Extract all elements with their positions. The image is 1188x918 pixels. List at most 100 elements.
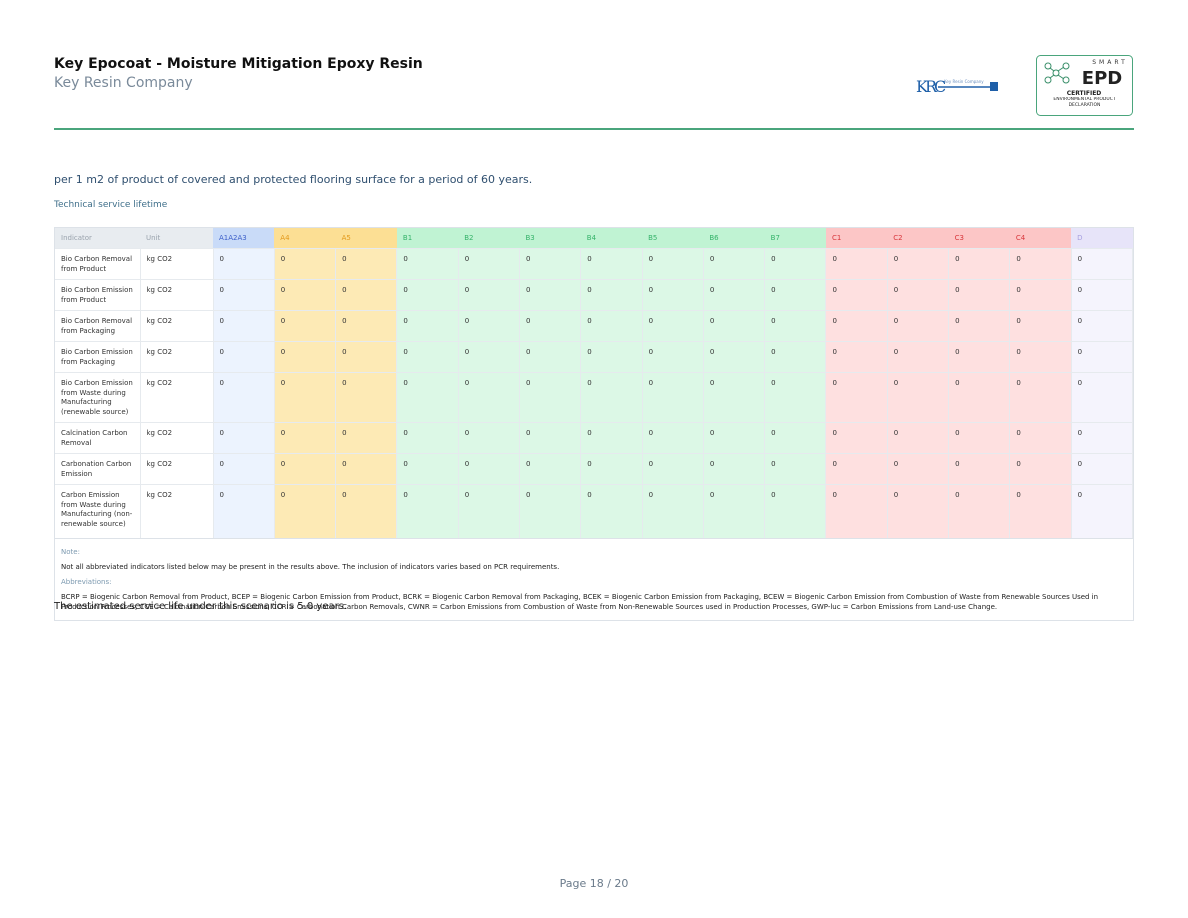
value-cell: 0 (642, 453, 704, 485)
value-cell: 0 (887, 372, 950, 423)
value-cell: 0 (703, 484, 766, 538)
value-cell: 0 (335, 453, 398, 485)
value-cell: 0 (1071, 279, 1134, 311)
value-cell: 0 (1071, 453, 1134, 485)
value-cell: 0 (396, 422, 459, 454)
value-cell: 0 (580, 484, 643, 538)
value-cell: 0 (825, 341, 888, 373)
indicator-cell: Bio Carbon Removal from Product (55, 248, 141, 280)
value-cell: 0 (642, 279, 704, 311)
value-cell: 0 (519, 279, 582, 311)
value-cell: 0 (764, 279, 827, 311)
value-cell: 0 (213, 248, 275, 280)
indicator-cell: Bio Carbon Emission from Packaging (55, 341, 141, 373)
value-cell: 0 (887, 310, 950, 342)
value-cell: 0 (213, 453, 275, 485)
value-cell: 0 (948, 279, 1011, 311)
indicator-cell: Bio Carbon Emission from Waste during Ma… (55, 372, 141, 423)
results-table: Indicator Unit A1A2A3 A4 A5 B1 B2 B3 B4 B5 B6 B7 C1 C… (55, 228, 1134, 538)
header-rule (54, 128, 1134, 130)
results-table-box: Indicator Unit A1A2A3 A4 A5 B1 B2 B3 B4 B5 B6 B7 C1 C… (54, 227, 1134, 621)
indicator-cell: Bio Carbon Removal from Packaging (55, 310, 141, 342)
unit-cell: kg CO2 (140, 310, 214, 342)
value-cell: 0 (274, 422, 337, 454)
value-cell: 0 (519, 422, 582, 454)
table-row: Bio Carbon Emission from Product kg CO2 0 0… (55, 279, 1134, 311)
value-cell: 0 (335, 248, 398, 280)
value-cell: 0 (825, 422, 888, 454)
column-header: B4 (580, 228, 643, 249)
value-cell: 0 (1009, 422, 1072, 454)
value-cell: 0 (335, 372, 398, 423)
badge-icon (1044, 62, 1070, 84)
epd-badge: SMART EPD CERTIFIED ENVIRONMENTAL PRODUC… (1036, 55, 1133, 116)
value-cell: 0 (825, 372, 888, 423)
value-cell: 0 (642, 310, 704, 342)
value-cell: 0 (1071, 341, 1134, 373)
value-cell: 0 (396, 310, 459, 342)
value-cell: 0 (458, 279, 520, 311)
column-header: Indicator (55, 228, 140, 249)
column-header: B1 (396, 228, 459, 249)
column-header: A5 (335, 228, 397, 249)
value-cell: 0 (948, 248, 1011, 280)
value-cell: 0 (213, 279, 275, 311)
table-row: Bio Carbon Emission from Packaging kg CO2… (55, 341, 1134, 373)
value-cell: 0 (458, 372, 520, 423)
column-header: Unit (140, 228, 213, 249)
value-cell: 0 (274, 310, 337, 342)
indicator-cell: Bio Carbon Emission from Product (55, 279, 141, 311)
table-row: Carbon Emission from Waste during Manufa… (55, 484, 1134, 538)
badge-certified: CERTIFIED (1067, 90, 1102, 97)
column-header: A4 (274, 228, 336, 249)
value-cell: 0 (948, 453, 1011, 485)
indicator-cell: Carbonation Carbon Emission (55, 453, 141, 485)
value-cell: 0 (887, 248, 950, 280)
value-cell: 0 (396, 248, 459, 280)
value-cell: 0 (1009, 453, 1072, 485)
value-cell: 0 (519, 453, 582, 485)
value-cell: 0 (642, 248, 704, 280)
value-cell: 0 (213, 310, 275, 342)
value-cell: 0 (764, 453, 827, 485)
note-text: Not all abbreviated indicators listed be… (61, 562, 560, 571)
intro: per 1 m2 of product of covered and prote… (54, 173, 533, 186)
value-cell: 0 (825, 248, 888, 280)
value-cell: 0 (1009, 279, 1072, 311)
value-cell: 0 (887, 422, 950, 454)
value-cell: 0 (396, 484, 459, 538)
column-header: C3 (948, 228, 1010, 249)
table-row: Bio Carbon Removal from Product kg CO2 0 0 0… (55, 248, 1134, 280)
value-cell: 0 (764, 372, 827, 423)
column-header: A1A2A3 (213, 228, 275, 249)
indicator-cell: Calcination Carbon Removal (55, 422, 141, 454)
value-cell: 0 (642, 484, 704, 538)
badge-epd: EPD (1082, 68, 1122, 89)
value-cell: 0 (396, 453, 459, 485)
value-cell: 0 (764, 248, 827, 280)
value-cell: 0 (519, 310, 582, 342)
value-cell: 0 (519, 484, 582, 538)
value-cell: 0 (825, 310, 888, 342)
value-cell: 0 (274, 279, 337, 311)
value-cell: 0 (764, 484, 827, 538)
value-cell: 0 (396, 372, 459, 423)
value-cell: 0 (396, 341, 459, 373)
value-cell: 0 (1071, 484, 1134, 538)
value-cell: 0 (274, 372, 337, 423)
value-cell: 0 (580, 248, 643, 280)
value-cell: 0 (703, 279, 766, 311)
value-cell: 0 (948, 341, 1011, 373)
section-label: Technical service lifetime (54, 200, 168, 210)
value-cell: 0 (274, 484, 337, 538)
badge-border (1036, 55, 1133, 116)
value-cell: 0 (458, 341, 520, 373)
title: Key Epocoat - Moisture Mitigation Epoxy … (54, 56, 423, 72)
table-row: Bio Carbon Removal from Packaging kg CO2 0… (55, 310, 1134, 342)
unit-cell: kg CO2 (140, 279, 214, 311)
value-cell: 0 (948, 484, 1011, 538)
value-cell: 0 (703, 453, 766, 485)
value-cell: 0 (519, 372, 582, 423)
unit-cell: kg CO2 (140, 372, 214, 423)
